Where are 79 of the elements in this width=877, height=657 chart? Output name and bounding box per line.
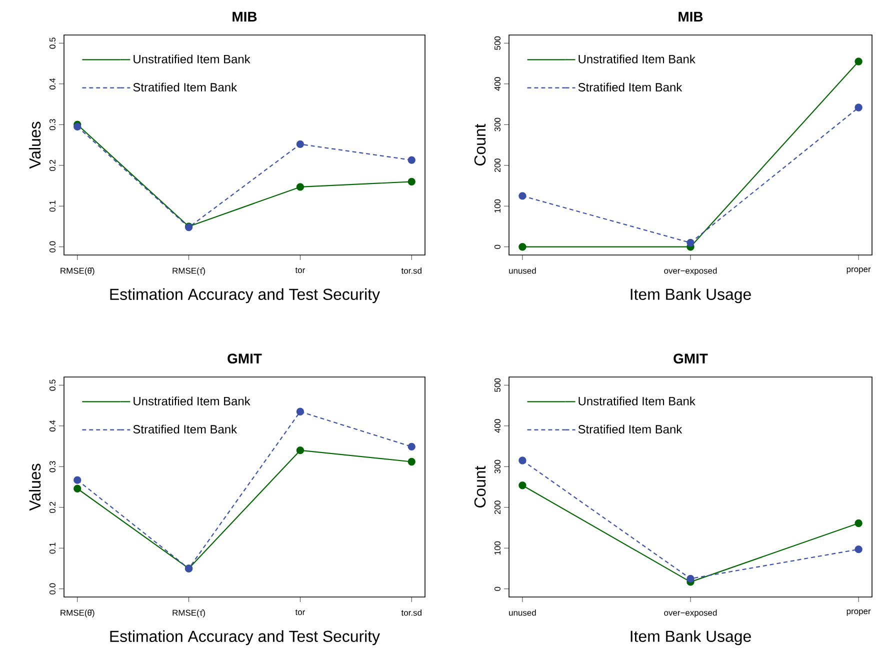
legend-label: Stratified Item Bank <box>578 424 682 434</box>
point <box>686 238 694 247</box>
y-axis-title: Count <box>474 466 486 508</box>
x-tick-label: RMSE(τ̂) <box>172 610 205 618</box>
y-tick-label: 0.0 <box>49 241 56 252</box>
point <box>296 183 304 191</box>
chart-title: GMIT <box>674 354 708 364</box>
point <box>686 574 694 583</box>
y-tick-label: 0 <box>494 244 500 249</box>
point <box>518 242 526 251</box>
x-tick-label: RMSE(θ̂) <box>60 268 94 276</box>
y-axis-title: Count <box>474 124 486 166</box>
y-tick-label: 0.4 <box>49 420 56 432</box>
legend-label: Stratified Item Bank <box>133 424 238 434</box>
x-tick-label: tor.sd <box>401 268 422 274</box>
point <box>408 458 416 466</box>
x-axis-title: Item Bank Usage <box>630 630 751 646</box>
chart-title: MIB <box>678 12 703 22</box>
y-tick-label: 200 <box>494 158 500 172</box>
x-tick-label: proper <box>846 268 871 274</box>
point <box>296 408 304 416</box>
point <box>408 156 416 164</box>
x-tick-label: tor <box>295 610 306 616</box>
y-tick-label: 500 <box>494 36 500 50</box>
y-tick-label: 0.1 <box>49 200 56 212</box>
x-axis-title: Estimation Accuracy and Test Security <box>110 630 380 646</box>
point <box>518 482 526 490</box>
y-tick-label: 0.0 <box>49 583 56 594</box>
x-tick-label: proper <box>846 610 871 616</box>
y-tick-label: 0.5 <box>49 380 56 391</box>
y-tick-label: 400 <box>494 77 500 91</box>
x-tick-label: over−exposed <box>664 610 717 618</box>
point <box>296 140 304 148</box>
point <box>854 545 862 554</box>
y-tick-label: 200 <box>494 500 500 514</box>
x-axis-title: Item Bank Usage <box>630 288 751 304</box>
y-axis-title: Values <box>28 122 41 169</box>
y-tick-label: 300 <box>494 460 500 474</box>
point <box>408 442 416 451</box>
point <box>296 446 304 454</box>
legend-label: Unstratified Item Bank <box>578 54 696 64</box>
y-tick-label: 0.4 <box>49 78 56 90</box>
point <box>854 104 862 112</box>
y-tick-label: 300 <box>494 118 500 132</box>
legend-label: Stratified Item Bank <box>133 82 238 92</box>
y-tick-label: 0.3 <box>49 119 56 130</box>
point <box>74 476 82 484</box>
x-tick-label: unused <box>509 610 536 616</box>
chart-title: GMIT <box>228 354 262 364</box>
chart-title: MIB <box>232 12 257 22</box>
x-tick-label: over−exposed <box>664 268 717 276</box>
x-tick-label: RMSE(τ̂) <box>172 268 205 276</box>
point <box>518 456 526 464</box>
y-tick-label: 0.5 <box>49 38 56 49</box>
point <box>518 192 526 200</box>
x-tick-label: unused <box>509 268 536 274</box>
y-tick-label: 0.2 <box>49 160 56 171</box>
legend-label: Unstratified Item Bank <box>134 396 250 406</box>
y-tick-label: 500 <box>494 378 500 392</box>
x-tick-label: tor.sd <box>401 610 422 616</box>
y-tick-label: 0.3 <box>49 461 56 472</box>
point <box>74 122 82 131</box>
y-tick-label: 100 <box>494 199 500 213</box>
y-tick-label: 0.2 <box>49 502 56 513</box>
y-tick-label: 400 <box>494 419 500 433</box>
x-tick-label: RMSE(θ̂) <box>60 610 94 618</box>
point <box>408 178 416 186</box>
y-axis-title: Values <box>28 464 41 511</box>
x-axis-title: Estimation Accuracy and Test Security <box>110 288 380 304</box>
point <box>854 519 862 528</box>
legend-label: Unstratified Item Bank <box>134 54 250 64</box>
legend-label: Stratified Item Bank <box>578 82 682 92</box>
legend-label: Unstratified Item Bank <box>578 396 696 406</box>
point <box>74 484 82 492</box>
y-tick-label: 0.1 <box>49 542 56 554</box>
y-tick-label: 100 <box>494 541 500 555</box>
point <box>854 58 862 66</box>
y-tick-label: 0 <box>494 586 500 591</box>
x-tick-label: tor <box>295 268 306 274</box>
